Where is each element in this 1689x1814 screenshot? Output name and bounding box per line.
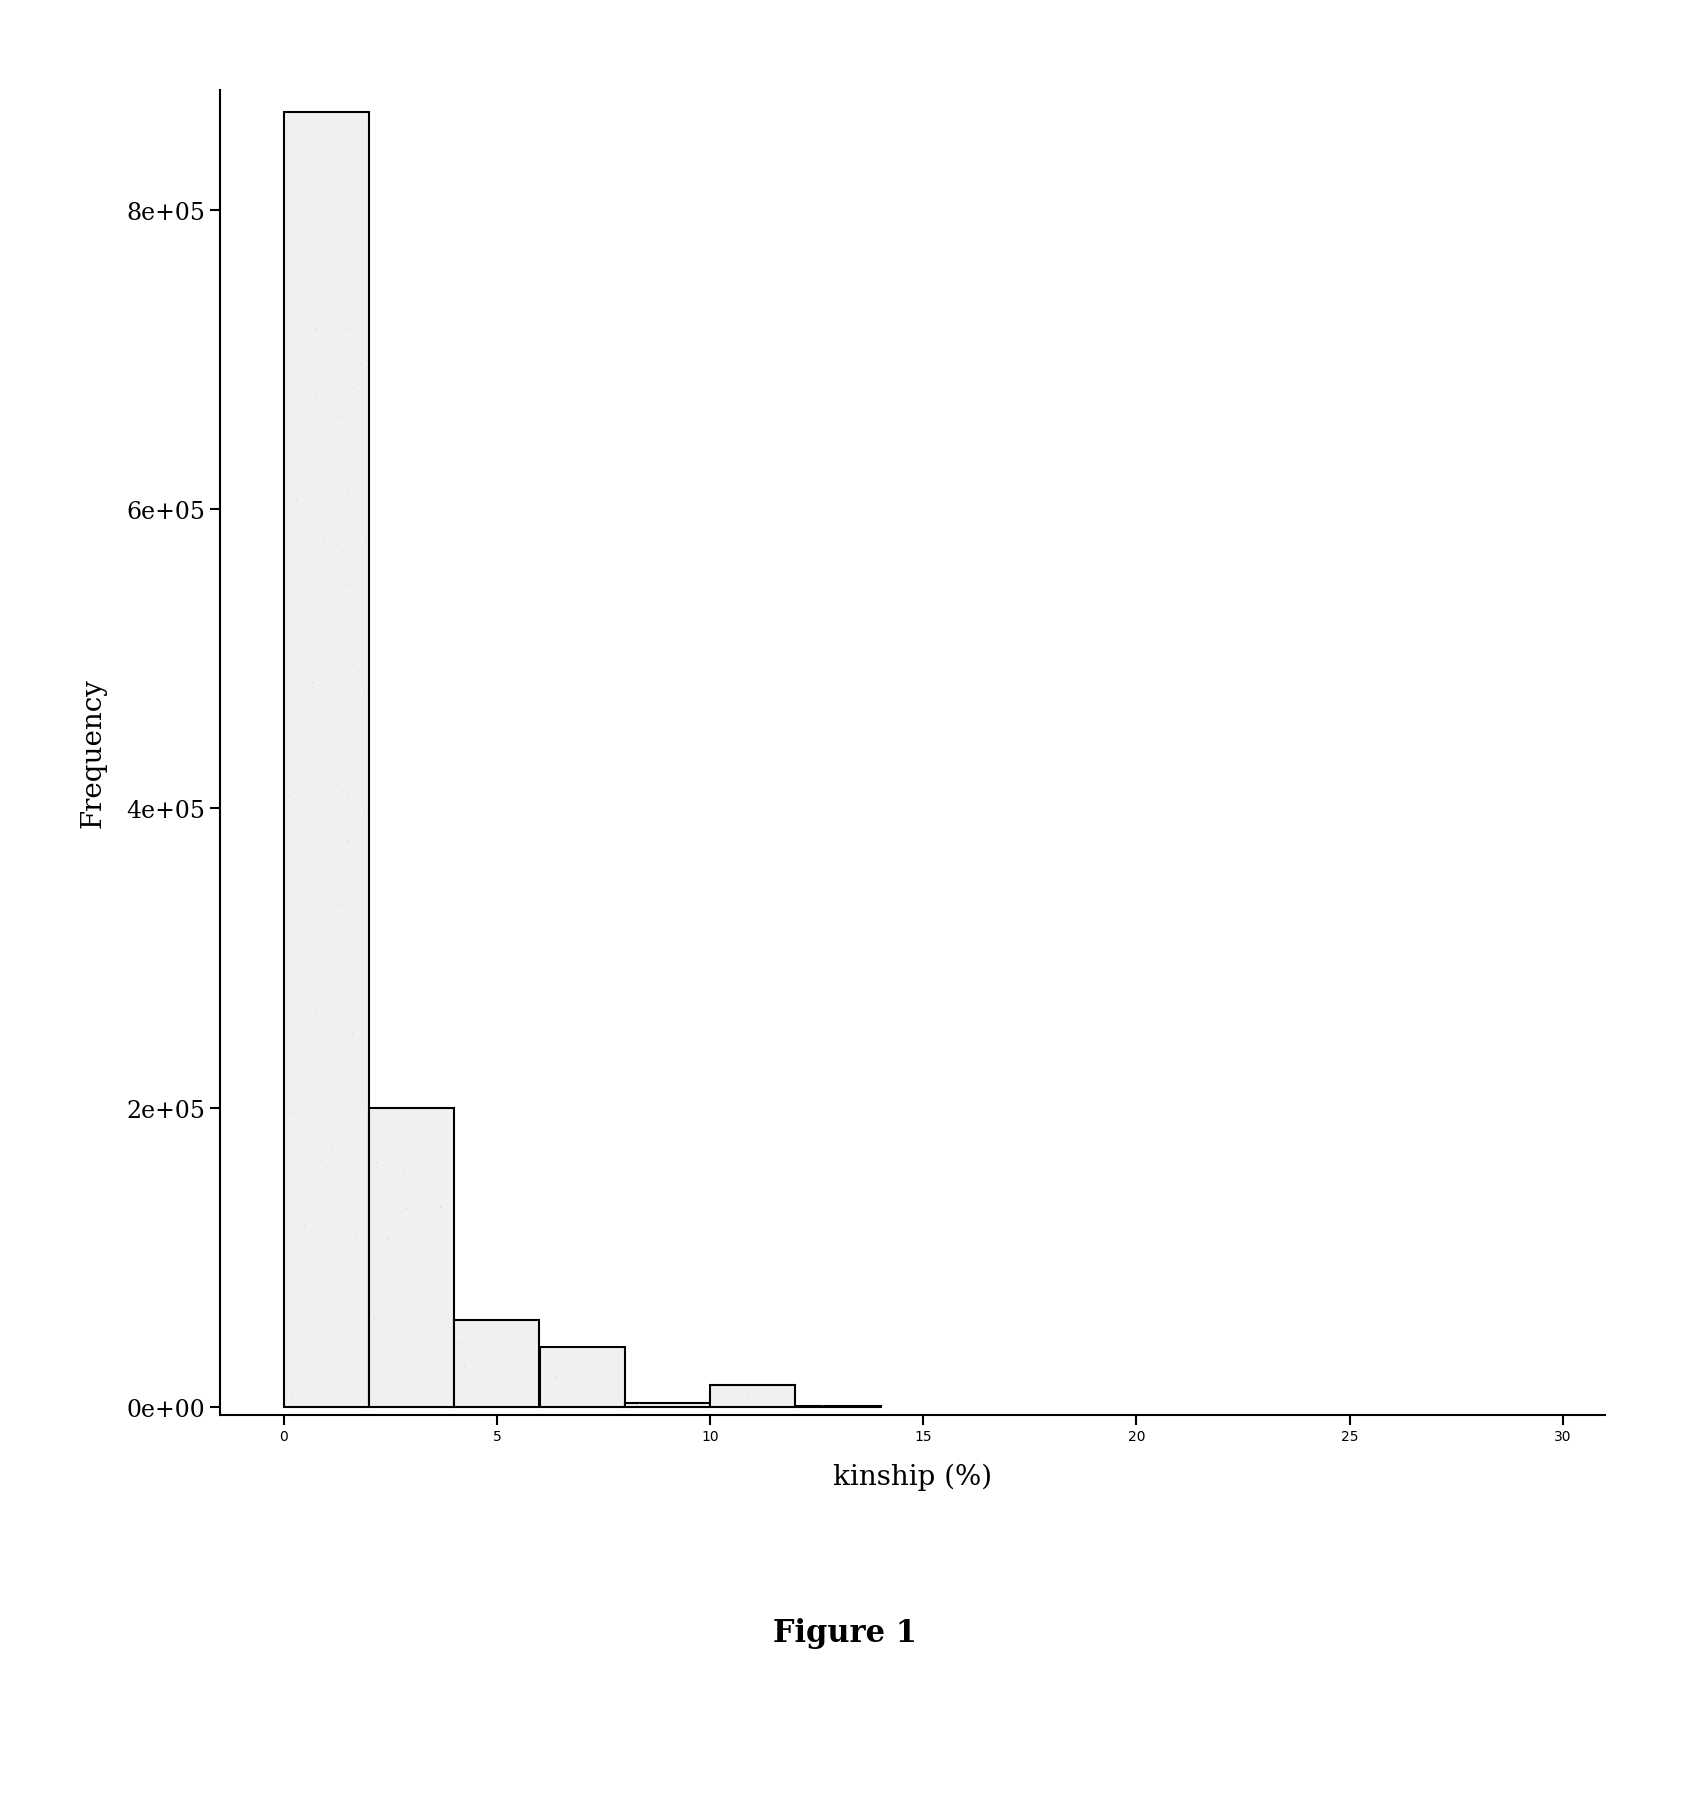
Text: Figure 1: Figure 1	[772, 1616, 917, 1649]
Y-axis label: Frequency: Frequency	[79, 678, 106, 827]
X-axis label: kinship (%): kinship (%)	[833, 1462, 991, 1491]
Bar	[454, 1321, 539, 1408]
Bar	[539, 1348, 625, 1408]
Bar	[709, 1386, 796, 1408]
Bar	[625, 1402, 709, 1408]
Bar	[284, 112, 368, 1408]
Bar	[368, 1108, 454, 1408]
